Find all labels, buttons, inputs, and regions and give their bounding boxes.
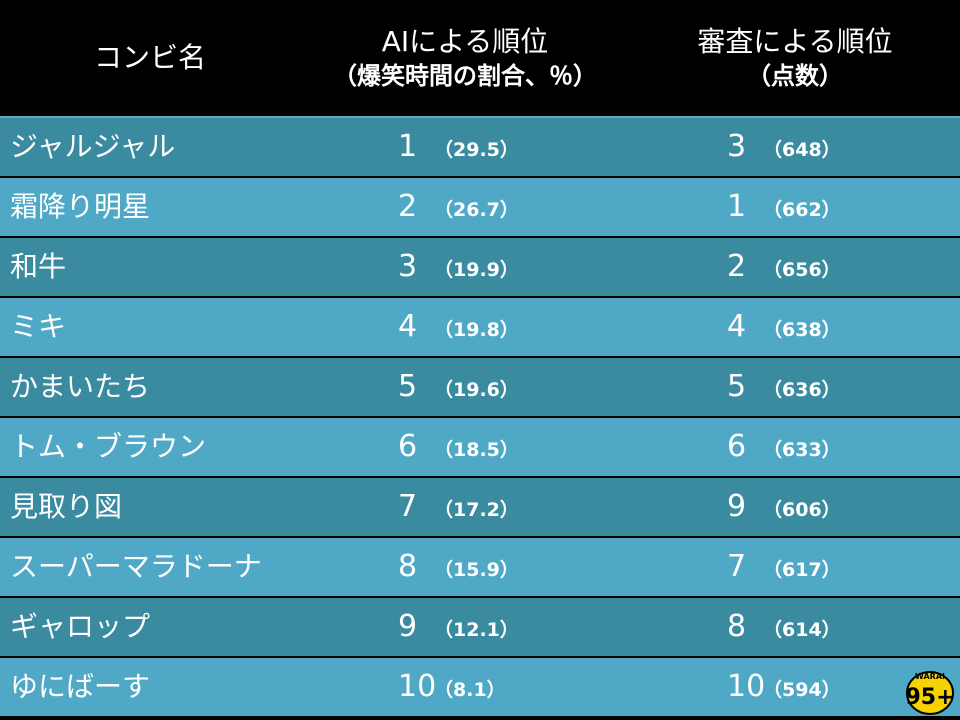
table-row: スーパーマラドーナ 8 （15.9） 7 （617） xyxy=(0,538,960,596)
judge-rank-cell: 6 （633） xyxy=(727,418,841,476)
judge-rank-cell: 4 （638） xyxy=(727,298,841,356)
ai-rank: 4 xyxy=(398,309,418,344)
header-judge-rank: 審査による順位 （点数） xyxy=(630,0,960,116)
combi-name: かまいたち xyxy=(10,370,151,403)
combi-name: スーパーマラドーナ xyxy=(10,550,262,583)
ai-value: （18.5） xyxy=(434,439,519,461)
judge-score: （594） xyxy=(763,679,841,701)
judge-rank: 10 xyxy=(727,669,766,704)
header-judge-rank-subtitle: （点数） xyxy=(747,62,843,90)
judge-rank: 1 xyxy=(727,189,747,224)
ai-rank: 2 xyxy=(398,189,418,224)
judge-score: （648） xyxy=(763,139,841,161)
header-ai-rank-subtitle: （爆笑時間の割合、％） xyxy=(333,62,597,90)
judge-rank-cell: 8 （614） xyxy=(727,598,841,656)
table-row: ジャルジャル 1 （29.5） 3 （648） xyxy=(0,118,960,176)
ai-value: （26.7） xyxy=(434,199,519,221)
combi-name: トム・ブラウン xyxy=(10,430,207,463)
ai-rank-cell: 10（8.1） xyxy=(398,658,506,716)
judge-rank-cell: 10（594） xyxy=(727,658,841,716)
combi-name: ゆにばーす xyxy=(10,670,151,703)
judge-rank-cell: 3 （648） xyxy=(727,118,841,176)
table-row: トム・ブラウン 6 （18.5） 6 （633） xyxy=(0,418,960,476)
judge-score: （606） xyxy=(763,499,841,521)
combi-name: ジャルジャル xyxy=(10,130,176,163)
header-judge-rank-title: 審査による順位 xyxy=(697,25,893,58)
judge-rank: 8 xyxy=(727,609,747,644)
ai-rank-cell: 3 （19.9） xyxy=(398,238,519,296)
header-combi-name-label: コンビ名 xyxy=(93,41,206,74)
ai-value: （17.2） xyxy=(434,499,519,521)
table-row: 霜降り明星 2 （26.7） 1 （662） xyxy=(0,178,960,236)
warai-logo-icon: WARAI 95+ xyxy=(905,671,955,715)
ai-rank-cell: 4 （19.8） xyxy=(398,298,519,356)
ai-value: （29.5） xyxy=(434,139,519,161)
header-combi-name: コンビ名 xyxy=(0,0,300,116)
table-row: 見取り図 7 （17.2） 9 （606） xyxy=(0,478,960,536)
table-header: コンビ名 AIによる順位 （爆笑時間の割合、％） 審査による順位 （点数） xyxy=(0,0,960,118)
ai-rank: 9 xyxy=(398,609,418,644)
judge-rank-cell: 2 （656） xyxy=(727,238,841,296)
judge-score: （617） xyxy=(763,559,841,581)
ai-rank: 6 xyxy=(398,429,418,464)
ai-value: （15.9） xyxy=(434,559,519,581)
judge-rank: 5 xyxy=(727,369,747,404)
judge-score: （638） xyxy=(763,319,841,341)
ai-value: （19.6） xyxy=(434,379,519,401)
ai-rank-cell: 8 （15.9） xyxy=(398,538,519,596)
ranking-table: ジャルジャル 1 （29.5） 3 （648） 霜降り明星 2 （26.7） 1 （66… xyxy=(0,118,960,718)
judge-score: （656） xyxy=(763,259,841,281)
ai-rank-cell: 1 （29.5） xyxy=(398,118,519,176)
combi-name: 見取り図 xyxy=(10,490,123,523)
logo-top-text: WARAI xyxy=(915,672,945,681)
header-ai-rank: AIによる順位 （爆笑時間の割合、％） xyxy=(300,0,630,116)
ai-rank-cell: 6 （18.5） xyxy=(398,418,519,476)
judge-rank: 3 xyxy=(727,129,747,164)
ai-value: （12.1） xyxy=(434,619,519,641)
judge-rank-cell: 5 （636） xyxy=(727,358,841,416)
ai-rank-cell: 9 （12.1） xyxy=(398,598,519,656)
ai-rank: 1 xyxy=(398,129,418,164)
table-row: かまいたち 5 （19.6） 5 （636） xyxy=(0,358,960,416)
ai-rank-cell: 5 （19.6） xyxy=(398,358,519,416)
header-ai-rank-title: AIによる順位 xyxy=(381,25,549,58)
ai-rank: 7 xyxy=(398,489,418,524)
ai-rank: 3 xyxy=(398,249,418,284)
ai-rank-cell: 7 （17.2） xyxy=(398,478,519,536)
judge-rank: 6 xyxy=(727,429,747,464)
ai-value: （8.1） xyxy=(434,679,506,701)
ai-value: （19.9） xyxy=(434,259,519,281)
table-row: ギャロップ 9 （12.1） 8 （614） xyxy=(0,598,960,656)
combi-name: 霜降り明星 xyxy=(10,190,151,223)
ai-rank: 8 xyxy=(398,549,418,584)
ai-rank: 10 xyxy=(398,669,437,704)
judge-score: （614） xyxy=(763,619,841,641)
judge-score: （636） xyxy=(763,379,841,401)
judge-score: （662） xyxy=(763,199,841,221)
judge-rank: 9 xyxy=(727,489,747,524)
judge-rank-cell: 9 （606） xyxy=(727,478,841,536)
combi-name: ミキ xyxy=(10,310,67,343)
logo-main-text: 95+ xyxy=(905,685,954,710)
judge-rank: 4 xyxy=(727,309,747,344)
judge-rank: 7 xyxy=(727,549,747,584)
ai-rank: 5 xyxy=(398,369,418,404)
ai-value: （19.8） xyxy=(434,319,519,341)
table-row: 和牛 3 （19.9） 2 （656） xyxy=(0,238,960,296)
table-row: ミキ 4 （19.8） 4 （638） xyxy=(0,298,960,356)
judge-score: （633） xyxy=(763,439,841,461)
table-row: ゆにばーす 10（8.1） 10（594） xyxy=(0,658,960,716)
ai-rank-cell: 2 （26.7） xyxy=(398,178,519,236)
judge-rank: 2 xyxy=(727,249,747,284)
combi-name: ギャロップ xyxy=(10,610,151,643)
judge-rank-cell: 7 （617） xyxy=(727,538,841,596)
combi-name: 和牛 xyxy=(10,250,67,283)
judge-rank-cell: 1 （662） xyxy=(727,178,841,236)
